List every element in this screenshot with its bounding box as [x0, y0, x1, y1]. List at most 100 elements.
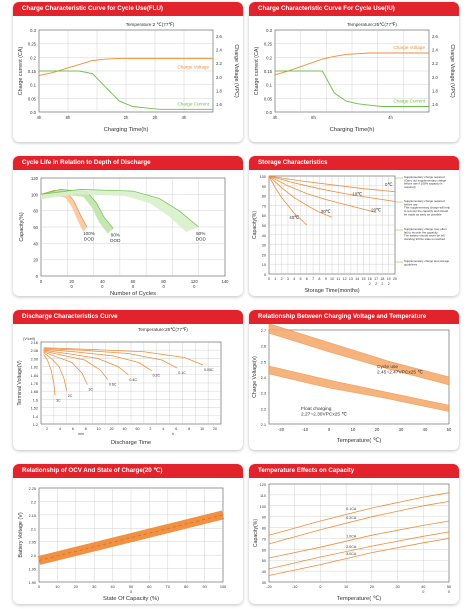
series-band-0 [268, 324, 450, 386]
x-tick-label: 20 [393, 277, 397, 281]
x-tick-label: 140 [222, 279, 230, 284]
series-line-7 [43, 347, 204, 366]
x-tick-label: 2 [381, 282, 383, 286]
x-tick-label: 8h [311, 115, 316, 120]
y-tick-label: 0.2 [266, 55, 272, 60]
x-tick-label: 30 [399, 427, 404, 432]
x-axis-label: Storage Time(months) [304, 288, 359, 294]
x-unit-label: min [78, 432, 84, 436]
x-tick-label: 8 [318, 277, 320, 281]
x-tick-label: 100 [220, 585, 226, 589]
x-tick-label: 40 [421, 585, 425, 589]
y-tick-label: 1.92 [31, 366, 38, 370]
y-tick-label: 1.95 [29, 568, 36, 572]
rate-label: 0.4C [129, 378, 137, 382]
x-tick-label: 20 [370, 585, 374, 589]
series-line-0 [268, 175, 396, 193]
chart-charge-cycle: Temperature:25℃(77℉) 0.0 0.05 0.1 0.15 0.2 0.2… [254, 22, 455, 133]
x-tick-label: 4h [388, 115, 393, 120]
x-tick-label: 8h [66, 115, 71, 120]
y-tick-label: 20 [33, 258, 38, 263]
x-tick-label: 7 [312, 277, 314, 281]
x-tick-label: 20 [213, 427, 217, 431]
x-tick-label: 9 [325, 277, 327, 281]
y-tick-label: 0.3 [266, 28, 272, 33]
series-label-voltage: Charge Voltage [393, 45, 425, 50]
y-tick-label: 2.6 [216, 34, 222, 39]
series-charge-voltage [38, 57, 213, 76]
x-tick-label: 70 [166, 585, 170, 589]
temp-label: 30℃ [321, 209, 331, 214]
y-tick-label: 40 [262, 234, 266, 238]
y-tick-label: 2.0 [216, 75, 222, 80]
x-tick-label: 17 [374, 277, 378, 281]
x-tick-label: 4 [59, 427, 61, 431]
x-tick-label: 18 [380, 277, 384, 281]
chart-ocv-soc: 1.90 1.95 2.0 2.05 2.1 2.15 2.2 2.25 0 10 20 30 40 50… [18, 487, 226, 602]
y-tick-label: 2.25 [29, 487, 36, 491]
chart-card-storage: Storage Characteristics 0 10 20 30 40 50 60 70 8… [249, 156, 459, 296]
x-tick-label: 20 [375, 427, 380, 432]
x-tick-label: 6 [175, 427, 177, 431]
chart-title: Temperature Effects on Capacity [249, 464, 459, 478]
series-line-1 [43, 352, 68, 392]
series-line-3 [268, 531, 450, 570]
y-tick-label: 0.1 [30, 83, 36, 88]
series-line-3 [268, 175, 333, 218]
x-tick-label: 60 [147, 585, 151, 589]
x-tick-label: -20 [266, 585, 272, 589]
y-tick-label: 1.8 [216, 88, 222, 93]
series-line-1 [268, 175, 396, 202]
y-axis-label: Charge current (CA) [254, 47, 260, 96]
x-tick-label: 8 [85, 427, 87, 431]
y-tick-label: 30 [262, 581, 266, 585]
x-tick-label: 0 [319, 585, 321, 589]
y-tick-label: 0.05 [264, 96, 273, 101]
x-tick-label: 10 [344, 585, 348, 589]
y-tick-label: 100 [260, 175, 266, 179]
x-axis-label: Discharge Time [111, 440, 151, 446]
chart-title: Charge Characteristic Curve for Cycle Us… [13, 2, 243, 16]
x-tick-label: 4 [162, 427, 164, 431]
x-tick-label: 50 [447, 585, 451, 589]
rate-label: 3.0CA [346, 552, 357, 556]
x-tick-label: 40 [423, 427, 428, 432]
series-label-2: 50% DOD [196, 231, 207, 241]
y-axis-label: Capacity(%) [19, 212, 25, 242]
series-line-0 [43, 354, 56, 396]
y-tick-label: 1.90 [29, 581, 36, 585]
y-tick-label: 1.6 [216, 102, 222, 107]
y-axis-label: Battery Voltage (V) [18, 512, 24, 557]
rate-label: 2C [68, 394, 73, 398]
x-tick-label: 30 [395, 585, 399, 589]
note-text: Supplementary charge required (Carry out … [404, 175, 447, 189]
x-axis-label: Charging Time(h) [104, 127, 149, 133]
y-tick-label: 0.25 [264, 42, 273, 47]
x-tick-label: -10 [302, 427, 309, 432]
chart-card-temp-capacity: Temperature Effects on Capacity 30 40 50 60… [249, 464, 459, 604]
y-tick-label: 1.76 [31, 382, 38, 386]
x-tick-label: 2h [124, 115, 129, 120]
x-tick-label: 4h [182, 115, 187, 120]
series-label-1: 80% DOD [110, 233, 121, 243]
y-tick-label: 2.4 [432, 48, 438, 53]
y-tick-label: 60 [33, 225, 38, 230]
chart-title: Discharge Characteristics Curve [13, 310, 243, 324]
y-tick-label: 1.2 [33, 423, 38, 427]
x-tick-label: 2 [369, 282, 371, 286]
x-tick-label: -10 [292, 585, 298, 589]
x-tick-label: 0 [162, 284, 165, 289]
series-charge-voltage [274, 52, 429, 76]
x-tick-label: 120 [191, 279, 199, 284]
y-tick-label: 2.5 [261, 359, 266, 364]
chart-discharge: Temperature:25℃(77℉) (V/cell) 1.2 1.4 1.52 1.… [17, 327, 222, 446]
x-tick-label: 0 [38, 585, 40, 589]
note-text: Supplementary charge may often fail to re… [404, 227, 447, 241]
y-axis-label: Charge Voltage(v) [252, 356, 258, 398]
y-tick-label: 0.1 [266, 83, 272, 88]
x-tick-label: 80 [161, 279, 166, 284]
y-tick-label: 20 [262, 253, 266, 257]
y-tick-label: 0.3 [30, 28, 36, 33]
x-axis-label: Temperature( ℃) [337, 438, 382, 444]
